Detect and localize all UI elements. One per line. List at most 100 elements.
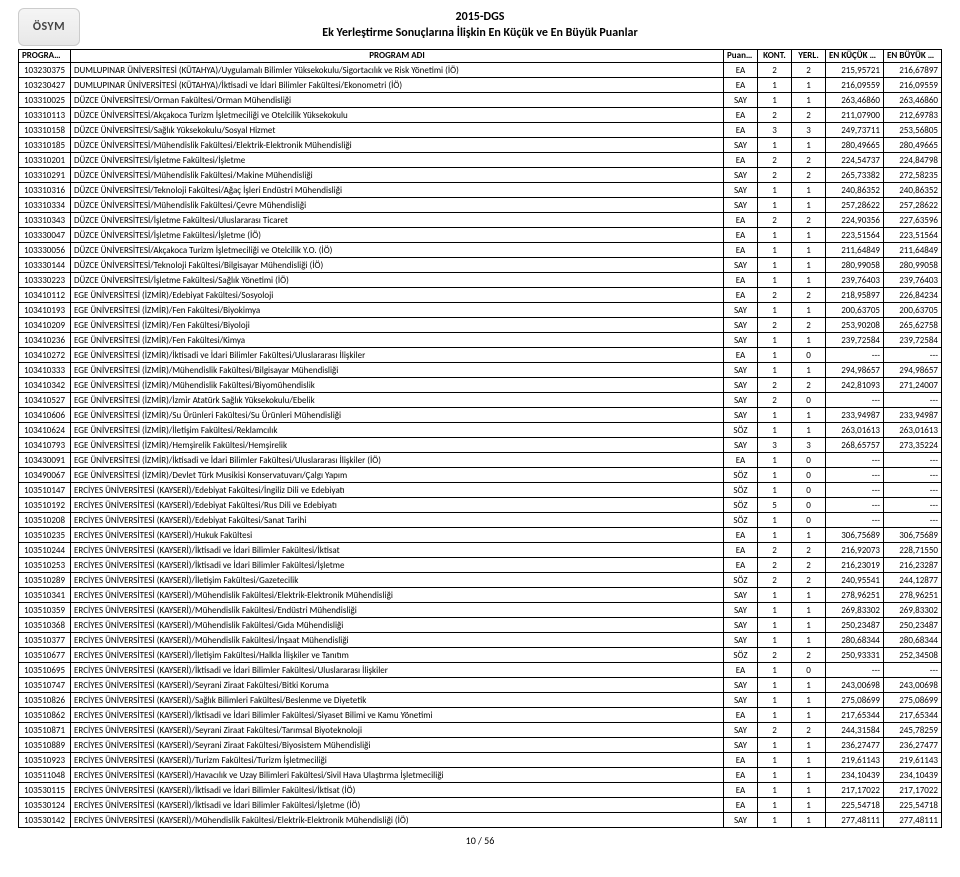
cell-yerl: 1 — [792, 708, 826, 723]
cell-max: --- — [884, 483, 942, 498]
cell-kont: 2 — [758, 723, 792, 738]
cell-kod: 103410624 — [19, 423, 71, 438]
cell-kont: 1 — [758, 333, 792, 348]
cell-tur: EA — [724, 108, 758, 123]
cell-min: 253,90208 — [826, 318, 884, 333]
cell-kod: 103410193 — [19, 303, 71, 318]
cell-kont: 1 — [758, 243, 792, 258]
cell-tur: EA — [724, 798, 758, 813]
table-row: 103510747ERCİYES ÜNİVERSİTESİ (KAYSERİ)/… — [19, 678, 942, 693]
cell-max: 272,58235 — [884, 168, 942, 183]
cell-min: 275,08699 — [826, 693, 884, 708]
cell-max: 269,83302 — [884, 603, 942, 618]
cell-kod: 103230427 — [19, 78, 71, 93]
cell-max: 216,09559 — [884, 78, 942, 93]
cell-kont: 1 — [758, 528, 792, 543]
cell-min: 216,23019 — [826, 558, 884, 573]
cell-min: 239,72584 — [826, 333, 884, 348]
cell-kont: 1 — [758, 78, 792, 93]
cell-tur: EA — [724, 453, 758, 468]
cell-yerl: 2 — [792, 63, 826, 78]
cell-kod: 103410333 — [19, 363, 71, 378]
table-row: 103410793EGE ÜNİVERSİTESİ (İZMİR)/Hemşir… — [19, 438, 942, 453]
cell-kod: 103410209 — [19, 318, 71, 333]
cell-kod: 103310316 — [19, 183, 71, 198]
cell-tur: EA — [724, 273, 758, 288]
table-row: 103510377ERCİYES ÜNİVERSİTESİ (KAYSERİ)/… — [19, 633, 942, 648]
cell-min: 217,65344 — [826, 708, 884, 723]
cell-tur: EA — [724, 753, 758, 768]
cell-kod: 103310334 — [19, 198, 71, 213]
cell-max: 216,23287 — [884, 558, 942, 573]
cell-adi: DÜZCE ÜNİVERSİTESİ/Orman Fakültesi/Orman… — [71, 93, 724, 108]
cell-kod: 103510253 — [19, 558, 71, 573]
cell-tur: SÖZ — [724, 648, 758, 663]
cell-kont: 1 — [758, 363, 792, 378]
cell-min: 215,95721 — [826, 63, 884, 78]
cell-tur: SÖZ — [724, 468, 758, 483]
cell-kont: 1 — [758, 693, 792, 708]
cell-max: 252,34508 — [884, 648, 942, 663]
cell-kont: 2 — [758, 63, 792, 78]
cell-adi: EGE ÜNİVERSİTESİ (İZMİR)/Fen Fakültesi/B… — [71, 303, 724, 318]
cell-yerl: 1 — [792, 258, 826, 273]
cell-tur: EA — [724, 243, 758, 258]
table-row: 103410209EGE ÜNİVERSİTESİ (İZMİR)/Fen Fa… — [19, 318, 942, 333]
cell-adi: EGE ÜNİVERSİTESİ (İZMİR)/İktisadi ve İda… — [71, 348, 724, 363]
table-row: 103510208ERCİYES ÜNİVERSİTESİ (KAYSERİ)/… — [19, 513, 942, 528]
cell-kont: 1 — [758, 768, 792, 783]
cell-max: 273,35224 — [884, 438, 942, 453]
cell-max: 223,51564 — [884, 228, 942, 243]
cell-max: 294,98657 — [884, 363, 942, 378]
cell-kod: 103510368 — [19, 618, 71, 633]
cell-yerl: 1 — [792, 693, 826, 708]
cell-max: 211,64849 — [884, 243, 942, 258]
cell-kont: 1 — [758, 483, 792, 498]
table-row: 103230375DUMLUPINAR ÜNİVERSİTESİ (KÜTAHY… — [19, 63, 942, 78]
cell-min: --- — [826, 453, 884, 468]
cell-max: 280,49665 — [884, 138, 942, 153]
cell-tur: SÖZ — [724, 513, 758, 528]
cell-adi: DÜZCE ÜNİVERSİTESİ/Akçakoca Turizm İşlet… — [71, 243, 724, 258]
table-row: 103530124ERCİYES ÜNİVERSİTESİ (KAYSERİ)/… — [19, 798, 942, 813]
cell-yerl: 2 — [792, 213, 826, 228]
table-row: 103510192ERCİYES ÜNİVERSİTESİ (KAYSERİ)/… — [19, 498, 942, 513]
cell-kod: 103410236 — [19, 333, 71, 348]
cell-tur: SAY — [724, 138, 758, 153]
cell-kod: 103310025 — [19, 93, 71, 108]
cell-min: --- — [826, 348, 884, 363]
cell-kont: 1 — [758, 93, 792, 108]
cell-max: 225,54718 — [884, 798, 942, 813]
cell-yerl: 2 — [792, 108, 826, 123]
cell-kont: 3 — [758, 438, 792, 453]
cell-max: 224,84798 — [884, 153, 942, 168]
cell-min: 280,99058 — [826, 258, 884, 273]
cell-kod: 103510862 — [19, 708, 71, 723]
cell-kont: 1 — [758, 348, 792, 363]
cell-tur: EA — [724, 558, 758, 573]
cell-adi: ERCİYES ÜNİVERSİTESİ (KAYSERİ)/Mühendisl… — [71, 633, 724, 648]
cell-min: 250,23487 — [826, 618, 884, 633]
cell-max: 275,08699 — [884, 693, 942, 708]
cell-kont: 2 — [758, 168, 792, 183]
cell-kod: 103330056 — [19, 243, 71, 258]
cell-tur: SAY — [724, 633, 758, 648]
cell-adi: DÜZCE ÜNİVERSİTESİ/Mühendislik Fakültesi… — [71, 138, 724, 153]
table-row: 103510871ERCİYES ÜNİVERSİTESİ (KAYSERİ)/… — [19, 723, 942, 738]
cell-min: 263,46860 — [826, 93, 884, 108]
cell-adi: EGE ÜNİVERSİTESİ (İZMİR)/İzmir Atatürk S… — [71, 393, 724, 408]
table-row: 103410112EGE ÜNİVERSİTESİ (İZMİR)/Edebiy… — [19, 288, 942, 303]
cell-max: --- — [884, 348, 942, 363]
cell-yerl: 0 — [792, 393, 826, 408]
cell-min: 224,54737 — [826, 153, 884, 168]
cell-adi: ERCİYES ÜNİVERSİTESİ (KAYSERİ)/Havacılık… — [71, 768, 724, 783]
cell-max: 228,71550 — [884, 543, 942, 558]
table-row: 103490067EGE ÜNİVERSİTESİ (İZMİR)/Devlet… — [19, 468, 942, 483]
cell-adi: DÜZCE ÜNİVERSİTESİ/İşletme Fakültesi/Ulu… — [71, 213, 724, 228]
cell-yerl: 2 — [792, 168, 826, 183]
cell-kont: 1 — [758, 783, 792, 798]
cell-max: 271,24007 — [884, 378, 942, 393]
cell-adi: ERCİYES ÜNİVERSİTESİ (KAYSERİ)/Mühendisl… — [71, 618, 724, 633]
cell-yerl: 0 — [792, 663, 826, 678]
cell-max: 280,68344 — [884, 633, 942, 648]
